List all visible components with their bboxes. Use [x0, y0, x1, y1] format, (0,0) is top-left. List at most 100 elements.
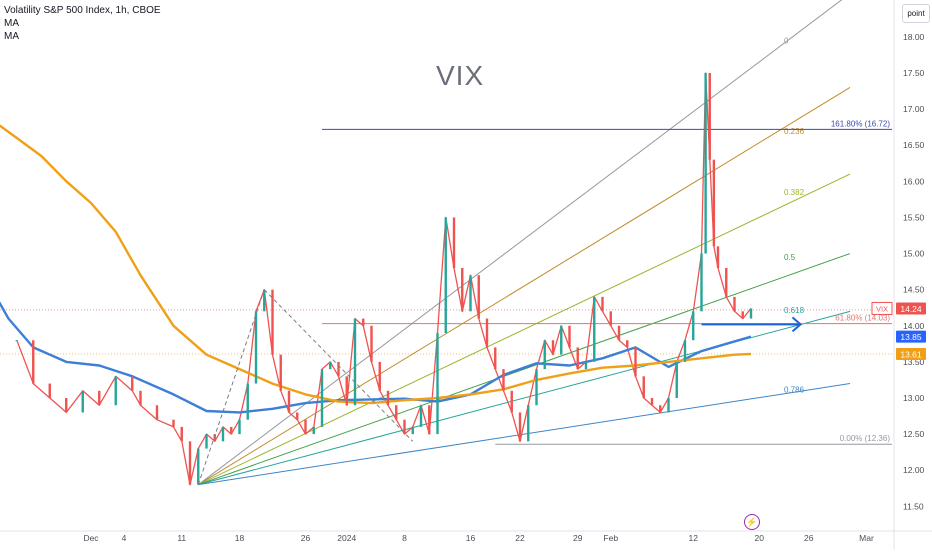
y-tick-label: 13.50: [903, 357, 925, 367]
price-candle: [172, 419, 175, 427]
price-candle: [296, 412, 299, 420]
x-tick-label: 8: [402, 533, 407, 543]
price-candle: [704, 73, 707, 254]
series-line-ma-fast: [0, 301, 752, 414]
price-scale-unit-button[interactable]: point: [902, 4, 930, 23]
price-candle: [444, 217, 447, 333]
price-candle: [370, 325, 373, 362]
x-tick-label: 29: [573, 533, 583, 543]
price-candle: [485, 318, 489, 348]
price-candle: [626, 340, 629, 348]
y-tick-label: 17.00: [903, 104, 925, 114]
y-tick-label: 16.00: [903, 176, 925, 186]
price-candle: [700, 253, 703, 312]
price-candle: [692, 311, 695, 341]
price-candle: [675, 361, 678, 398]
x-tick-label: Mar: [859, 533, 874, 543]
x-tick-label: 11: [177, 533, 186, 543]
fib-fan-line: [198, 173, 851, 486]
y-tick-label: 13.00: [903, 393, 925, 403]
price-candle: [114, 376, 117, 406]
x-tick-label: 18: [235, 533, 245, 543]
price-candle: [609, 311, 612, 326]
price-candle: [551, 340, 555, 355]
x-tick-label: 22: [515, 533, 525, 543]
y-tick-label: 14.00: [903, 321, 925, 331]
lightning-icon[interactable]: ⚡: [744, 514, 760, 530]
price-candle: [287, 390, 291, 413]
fib-level-label: 61.80% (14.03): [835, 314, 890, 323]
price-candle: [139, 390, 142, 406]
price-candle: [32, 340, 35, 384]
price-candle: [205, 434, 208, 449]
price-candle: [543, 340, 546, 370]
price-candle: [634, 347, 637, 377]
dashed-triangle-edge: [263, 289, 414, 442]
price-candle: [419, 405, 423, 427]
price-candle: [708, 73, 711, 160]
price-candle: [568, 325, 571, 348]
price-candle: [48, 383, 51, 398]
price-candle: [584, 361, 588, 370]
price-candle: [221, 426, 225, 442]
price-candle: [263, 289, 266, 312]
price-candle: [712, 159, 716, 247]
x-tick-label: Feb: [603, 533, 618, 543]
price-candle: [617, 325, 621, 341]
x-tick-label: 4: [122, 533, 127, 543]
price-candle: [741, 311, 744, 319]
price-candle: [98, 390, 101, 406]
y-tick-label: 14.50: [903, 285, 925, 295]
x-tick-label: 16: [466, 533, 476, 543]
price-candle: [337, 361, 340, 377]
x-tick-label: 12: [689, 533, 699, 543]
x-tick-label: 26: [301, 533, 311, 543]
price-candle: [254, 311, 258, 384]
fib-fan-label: 0.618: [784, 306, 805, 315]
price-candle: [131, 376, 134, 391]
price-badge-value: 14.24: [900, 304, 922, 314]
price-candle: [642, 376, 645, 398]
price-candle: [65, 398, 68, 413]
fib-level-label: 0.00% (12.36): [840, 434, 891, 443]
y-tick-label: 17.50: [903, 68, 925, 78]
price-candle: [461, 268, 464, 312]
price-candle: [683, 340, 687, 362]
legend-ma-2[interactable]: MA: [4, 31, 19, 42]
legend-title[interactable]: Volatility S&P 500 Index, 1h, CBOE: [4, 5, 161, 16]
price-candle: [576, 347, 579, 370]
fib-fan-line: [198, 383, 851, 486]
price-candle: [230, 426, 233, 435]
price-candle: [535, 369, 538, 406]
price-candle: [403, 419, 406, 435]
price-candle: [155, 405, 159, 420]
series-line-price: [16, 72, 752, 486]
fib-fan-line: [198, 310, 851, 486]
price-candle: [395, 405, 398, 420]
dashed-triangle-edge: [197, 289, 265, 485]
price-candle: [378, 361, 381, 391]
fib-fan-line: [197, 87, 851, 486]
price-candle: [271, 289, 274, 355]
legend-ma-1[interactable]: MA: [4, 18, 19, 29]
price-candle: [494, 347, 497, 370]
price-candle: [188, 441, 192, 485]
price-badge: [896, 302, 926, 315]
price-candle: [527, 405, 530, 442]
price-candle: [329, 361, 332, 370]
price-candle: [320, 369, 324, 427]
fib-fan-label: 0.236: [784, 127, 805, 136]
price-candle: [246, 383, 249, 420]
fib-fan-label: 0.382: [784, 188, 805, 197]
price-badge: [896, 347, 926, 360]
price-badge-value: 13.85: [900, 332, 922, 342]
price-candle: [436, 333, 439, 435]
fib-level-label: 161.80% (16.72): [831, 119, 890, 128]
price-candle: [659, 405, 662, 413]
fib-fan-label: 0.786: [784, 385, 805, 394]
price-candle: [279, 354, 282, 391]
price-candle: [362, 318, 365, 326]
y-tick-label: 12.50: [903, 429, 925, 439]
